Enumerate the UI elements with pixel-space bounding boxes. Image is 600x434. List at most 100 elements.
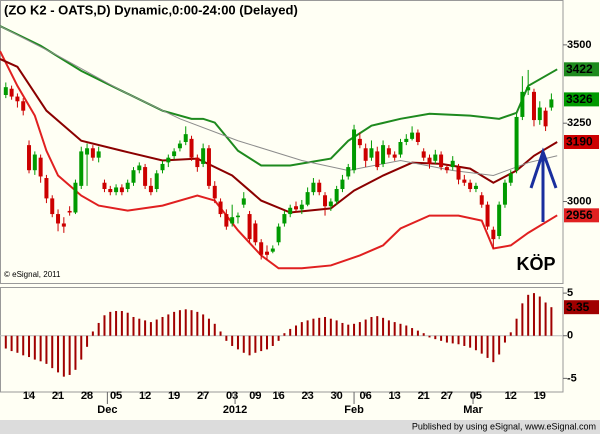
histogram-bar: [16, 335, 19, 353]
histogram-bar: [184, 309, 187, 336]
candle-body: [212, 185, 217, 199]
candle-body: [61, 223, 66, 227]
candle-body: [531, 91, 536, 121]
indicator-line: [0, 25, 558, 177]
histogram-bar: [45, 335, 48, 364]
histogram-bar: [39, 335, 42, 362]
histogram-bar: [474, 335, 477, 351]
histogram-bar: [376, 316, 379, 336]
histogram-bar: [486, 335, 489, 358]
histogram-bar: [295, 325, 298, 336]
last-value-label: 3326: [566, 92, 593, 106]
histogram-bar: [434, 335, 437, 340]
histogram-bar: [138, 318, 141, 336]
x-tick-label: 14: [23, 390, 36, 402]
candle-body: [485, 204, 490, 227]
histogram-bar: [4, 335, 7, 349]
background: [0, 0, 600, 420]
y-tick-label: 3250: [567, 117, 591, 129]
histogram-bar: [144, 320, 147, 336]
candle-body: [520, 91, 525, 117]
candle-body: [50, 198, 55, 215]
candle-body: [9, 88, 14, 97]
histogram-bar: [91, 331, 94, 336]
histogram-bar: [254, 335, 257, 353]
x-tick-label: 06: [360, 390, 372, 402]
x-tick-label: 12: [505, 390, 517, 402]
histogram-bar: [318, 317, 321, 336]
candle-body: [473, 185, 478, 189]
histogram-bar: [358, 322, 361, 336]
candle-body: [288, 207, 293, 215]
candle-body: [311, 182, 316, 193]
candle-body: [56, 214, 61, 224]
histogram-bar: [74, 335, 77, 370]
candle-body: [125, 182, 130, 189]
candle-body: [32, 154, 37, 171]
candle-body: [3, 87, 8, 95]
annotation: KÖP: [516, 254, 555, 274]
candle-body: [114, 187, 119, 193]
histogram-bar: [33, 335, 36, 360]
candle-body: [44, 178, 49, 199]
histogram-bar: [422, 333, 425, 336]
histogram-bar: [492, 335, 495, 363]
candle-body: [537, 107, 542, 121]
last-value-box: [564, 92, 599, 107]
candle-body: [410, 132, 415, 139]
candle-body: [415, 132, 420, 142]
histogram-bar: [236, 335, 239, 350]
histogram-bar: [271, 335, 274, 346]
histogram-bar: [86, 335, 89, 347]
histogram-bar: [341, 322, 344, 336]
histogram-bar: [109, 311, 112, 336]
candle-body: [183, 134, 188, 142]
candle-body: [160, 163, 165, 171]
histogram-bar: [329, 318, 332, 336]
histogram-bar: [347, 324, 350, 336]
candle-body: [166, 157, 171, 163]
x-tick-label: 03: [226, 390, 238, 402]
candle-body: [369, 148, 374, 158]
histogram-bar: [103, 315, 106, 336]
histogram-bar: [445, 335, 448, 343]
x-tick-label: 23: [301, 390, 313, 402]
histogram-bar: [51, 335, 54, 369]
histogram-bar: [120, 311, 123, 336]
indicator-line: [0, 58, 558, 214]
candle-body: [334, 189, 339, 202]
candle-body: [218, 201, 223, 215]
histogram-bar: [405, 325, 408, 336]
histogram-bar: [509, 332, 512, 336]
histogram-bar: [225, 335, 228, 341]
histogram-bar: [132, 316, 135, 336]
candle-body: [143, 167, 148, 186]
x-tick-label: 27: [441, 390, 453, 402]
histogram-bar: [393, 322, 396, 336]
histogram-bar: [306, 320, 309, 336]
x-tick-label: 13: [389, 390, 401, 402]
x-tick-label: 21: [418, 390, 430, 402]
candle-body: [108, 189, 113, 193]
candle-body: [404, 138, 409, 142]
histogram-bar: [335, 320, 338, 336]
month-label: Mar: [463, 404, 483, 416]
candle-body: [462, 179, 467, 183]
chart-title: (ZO K2 - OATS,D) Dynamic,0:00-24:00 (Del…: [4, 2, 298, 17]
histogram-bar: [289, 328, 292, 336]
histogram-bar: [399, 323, 402, 336]
y2-tick-label: -5: [567, 372, 577, 384]
y-tick-label: 3000: [567, 195, 591, 207]
candle-body: [119, 187, 124, 193]
candle-body: [543, 110, 548, 127]
candle-body: [27, 145, 32, 171]
histogram-bar: [196, 311, 199, 336]
candle-body: [317, 182, 322, 193]
histogram-bar: [231, 335, 234, 346]
candle-body: [90, 148, 95, 158]
indicator-line: [0, 50, 558, 270]
candle-body: [468, 182, 473, 189]
candle-body: [375, 151, 380, 168]
histogram-bar: [463, 335, 466, 346]
histogram-bar: [207, 318, 210, 336]
